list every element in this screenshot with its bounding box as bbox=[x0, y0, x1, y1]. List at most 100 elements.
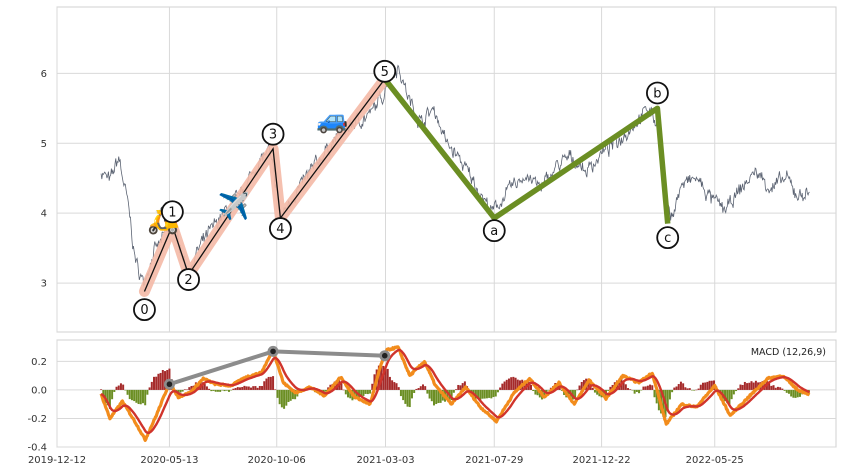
macd-histogram-bar bbox=[574, 389, 577, 398]
macd-histogram-bar bbox=[785, 389, 788, 393]
macd-histogram-bar bbox=[399, 389, 402, 397]
macd-histogram-bar bbox=[294, 389, 297, 400]
macd-histogram-bar bbox=[247, 386, 250, 390]
macd-histogram-bar bbox=[219, 389, 222, 392]
wave-label-a: a bbox=[490, 224, 498, 239]
macd-histogram-bar bbox=[283, 389, 286, 409]
macd-histogram-bar bbox=[496, 389, 499, 393]
macd-histogram-bar bbox=[607, 389, 610, 391]
wave-label-5: 5 bbox=[381, 65, 389, 80]
macd-histogram-bar bbox=[377, 365, 380, 390]
macd-histogram-bar bbox=[483, 389, 486, 399]
macd-histogram-bar bbox=[181, 389, 184, 392]
macd-histogram-bar bbox=[269, 376, 272, 390]
wave-label-c: c bbox=[664, 231, 671, 246]
macd-histogram-bar bbox=[796, 389, 799, 398]
macd-histogram-bar bbox=[710, 380, 713, 390]
macd-histogram-bar bbox=[455, 389, 458, 390]
macd-histogram-bar bbox=[100, 389, 103, 390]
macd-histogram-bar bbox=[730, 389, 733, 400]
macd-histogram-bar bbox=[324, 389, 327, 392]
macd-histogram-bar bbox=[274, 389, 277, 390]
macd-histogram-bar bbox=[547, 389, 550, 391]
macd-histogram-bar bbox=[622, 382, 625, 390]
macd-histogram-bar bbox=[342, 389, 345, 391]
macd-histogram-bar bbox=[108, 389, 111, 409]
macd-histogram-bar bbox=[146, 389, 149, 395]
macd-histogram-bar bbox=[631, 389, 634, 391]
macd-histogram-bar bbox=[382, 365, 385, 390]
macd-histogram-bar bbox=[532, 389, 535, 392]
x-tick-label: 2019-12-12 bbox=[28, 455, 86, 466]
macd-histogram-bar bbox=[236, 387, 239, 390]
macd-histogram-bar bbox=[746, 383, 749, 390]
macd-histogram-bar bbox=[214, 389, 217, 392]
macd-histogram-bar bbox=[119, 383, 122, 390]
macd-histogram-bar bbox=[686, 388, 689, 390]
macd-histogram-bar bbox=[638, 389, 641, 394]
macd-histogram-bar bbox=[227, 389, 230, 392]
price-y-tick-label: 3 bbox=[41, 279, 47, 290]
macd-histogram-bar bbox=[130, 389, 133, 401]
macd-histogram-bar bbox=[726, 389, 729, 404]
macd-histogram-bar bbox=[291, 389, 294, 400]
macd-histogram-bar bbox=[386, 368, 389, 390]
macd-histogram-bar bbox=[179, 389, 182, 393]
wave-label-circle bbox=[133, 298, 156, 322]
macd-histogram-bar bbox=[479, 389, 482, 400]
macd-histogram-bar bbox=[591, 387, 594, 390]
macd-histogram-bar bbox=[499, 387, 502, 390]
macd-histogram-bar bbox=[770, 385, 773, 390]
price-y-tick-label: 6 bbox=[41, 69, 47, 80]
macd-histogram-bar bbox=[221, 389, 224, 391]
macd-histogram-bar bbox=[347, 389, 350, 398]
macd-histogram-bar bbox=[159, 372, 162, 390]
macd-histogram-bar bbox=[732, 389, 735, 395]
macd-histogram-bar bbox=[593, 389, 596, 393]
macd-histogram-bar bbox=[287, 389, 290, 403]
macd-histogram-bar bbox=[485, 389, 488, 399]
macd-histogram-bar bbox=[543, 389, 546, 399]
macd-histogram-bar bbox=[245, 386, 248, 390]
wave-label-circle bbox=[160, 200, 184, 224]
macd-histogram-bar bbox=[461, 383, 464, 390]
macd-histogram-bar bbox=[662, 389, 665, 417]
macd-histogram-bar bbox=[366, 389, 369, 395]
macd-histogram-bar bbox=[433, 389, 436, 406]
macd-histogram-bar bbox=[530, 384, 533, 390]
macd-histogram-bar bbox=[150, 381, 153, 390]
macd-histogram-bar bbox=[435, 389, 438, 405]
macd-histogram-bar bbox=[391, 380, 394, 390]
macd-histogram-bar bbox=[285, 389, 288, 406]
macd-histogram-bar bbox=[349, 389, 352, 399]
impulse-wave-line bbox=[143, 78, 386, 292]
macd-histogram-bar bbox=[642, 386, 645, 390]
macd-histogram-bar bbox=[728, 389, 731, 405]
macd-histogram-bar bbox=[254, 386, 257, 390]
macd-histogram-bar bbox=[212, 389, 215, 391]
macd-histogram-bar bbox=[505, 379, 508, 390]
divergence-marker bbox=[270, 348, 276, 355]
macd-histogram-bar bbox=[437, 389, 440, 404]
macd-histogram-bar bbox=[406, 389, 409, 407]
macd-histogram-bar bbox=[137, 389, 140, 405]
macd-histogram-bar bbox=[644, 386, 647, 390]
macd-histogram-bar bbox=[413, 389, 416, 394]
macd-histogram-bar bbox=[693, 389, 696, 391]
macd-histogram-bar bbox=[790, 389, 793, 397]
macd-histogram-bar bbox=[397, 387, 400, 390]
macd-histogram-bar bbox=[701, 382, 704, 390]
macd-histogram-bar bbox=[393, 382, 396, 390]
macd-histogram-bar bbox=[157, 373, 160, 390]
macd-histogram-bar bbox=[633, 389, 636, 394]
price-y-tick-label: 5 bbox=[41, 139, 47, 150]
macd-histogram-bar bbox=[122, 384, 125, 390]
wave-label-circle bbox=[177, 268, 200, 291]
macd-histogram-bar bbox=[364, 389, 367, 394]
macd-histogram-bar bbox=[428, 389, 431, 399]
macd-histogram-bar bbox=[501, 383, 504, 390]
macd-histogram-bar bbox=[477, 389, 480, 399]
macd-histogram-bar bbox=[752, 382, 755, 390]
macd-histogram-bar bbox=[232, 388, 235, 390]
